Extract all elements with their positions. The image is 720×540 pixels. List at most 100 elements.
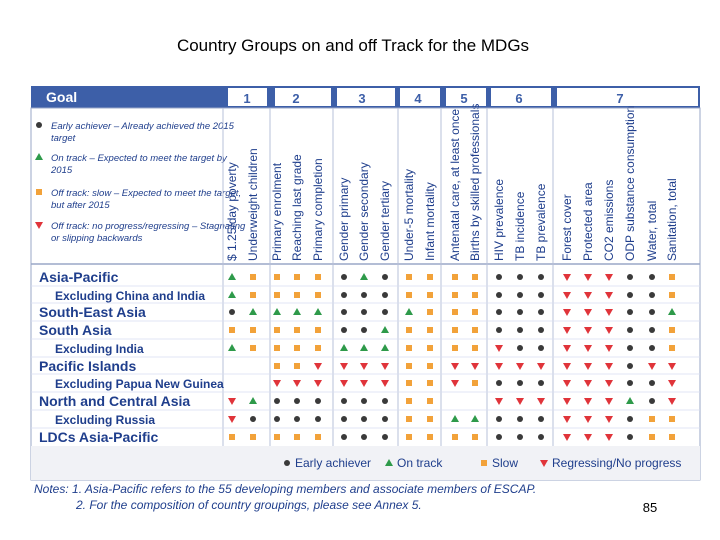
status-tri_up	[314, 308, 322, 315]
status-square	[472, 292, 478, 298]
status-dot	[517, 292, 523, 298]
bottom-legend-label: Slow	[492, 456, 518, 470]
legend-text-dot: Early achiever – Already achieved the 20…	[51, 121, 235, 144]
status-dot	[649, 274, 655, 280]
status-dot	[382, 416, 388, 422]
status-tri_up	[249, 397, 257, 404]
status-square	[315, 292, 321, 298]
status-tri_down	[605, 292, 613, 299]
status-tri_down	[495, 363, 503, 370]
status-square	[427, 363, 433, 369]
status-tri_down	[668, 398, 676, 405]
status-tri_down	[605, 434, 613, 441]
status-tri_up	[249, 308, 257, 315]
status-dot	[274, 398, 280, 404]
indicator-label: Underweight children	[246, 148, 260, 261]
legend-marker-square	[36, 189, 42, 195]
status-dot	[361, 327, 367, 333]
status-dot	[649, 345, 655, 351]
status-tri_down	[605, 398, 613, 405]
status-square	[427, 274, 433, 280]
status-square	[669, 345, 675, 351]
status-dot	[627, 345, 633, 351]
status-square	[229, 434, 235, 440]
status-square	[452, 434, 458, 440]
status-dot	[627, 363, 633, 369]
status-tri_down	[605, 380, 613, 387]
legend-text-tri_down: Off track: no progress/regressing – Stag…	[51, 221, 246, 244]
status-square	[406, 345, 412, 351]
status-tri_down	[228, 398, 236, 405]
status-tri_down	[648, 363, 656, 370]
indicator-label: Gender secondary	[357, 162, 371, 261]
status-dot	[341, 416, 347, 422]
status-dot	[649, 327, 655, 333]
status-dot	[341, 434, 347, 440]
status-dot	[517, 327, 523, 333]
status-tri_down	[668, 363, 676, 370]
group-separators	[31, 108, 700, 446]
status-dot	[229, 309, 235, 315]
subgroup-label: Excluding Russia	[55, 413, 155, 427]
legend-text-tri_up: On track – Expected to meet the target b…	[50, 153, 228, 176]
status-square	[452, 327, 458, 333]
status-tri_down	[563, 292, 571, 299]
status-tri_down	[340, 363, 348, 370]
status-dot	[361, 398, 367, 404]
status-dot	[627, 434, 633, 440]
status-tri_up	[381, 344, 389, 351]
bottom-legend-marker-square	[481, 460, 487, 466]
status-dot	[517, 434, 523, 440]
subgroup-label: Excluding Papua New Guinea	[55, 377, 224, 391]
status-tri_down	[584, 434, 592, 441]
status-dot	[361, 434, 367, 440]
status-tri_down	[495, 345, 503, 352]
status-tri_up	[360, 273, 368, 280]
status-tri_up	[668, 308, 676, 315]
page-number: 85	[642, 500, 658, 515]
status-dot	[496, 434, 502, 440]
status-square	[315, 345, 321, 351]
status-dot	[649, 380, 655, 386]
status-tri_down	[605, 363, 613, 370]
status-tri_down	[381, 363, 389, 370]
status-dot	[341, 292, 347, 298]
bottom-legend-label: Early achiever	[295, 456, 371, 470]
status-tri_down	[584, 274, 592, 281]
status-tri_up	[228, 344, 236, 351]
status-tri_up	[293, 308, 301, 315]
status-square	[406, 292, 412, 298]
status-tri_down	[584, 363, 592, 370]
legend-area: Early achiever – Already achieved the 20…	[35, 121, 246, 244]
status-tri_down	[584, 345, 592, 352]
status-square	[274, 327, 280, 333]
status-tri_down	[273, 380, 281, 387]
goal-header-label: Goal	[46, 89, 77, 105]
indicator-label: Water, total	[645, 201, 659, 261]
goal-1-cell	[228, 88, 267, 106]
bottom-legend-marker-tri_down	[540, 460, 548, 467]
status-dot	[496, 380, 502, 386]
goal-2-cell	[275, 88, 331, 106]
indicator-label: Births by skilled professionals	[468, 104, 482, 261]
status-tri_up	[626, 397, 634, 404]
status-tri_down	[605, 416, 613, 423]
status-square	[250, 292, 256, 298]
status-dot	[361, 292, 367, 298]
bottom-legend-marker-dot	[284, 460, 290, 466]
status-square	[274, 434, 280, 440]
status-square	[294, 327, 300, 333]
status-square	[452, 274, 458, 280]
status-dot	[496, 416, 502, 422]
status-square	[250, 345, 256, 351]
status-square	[427, 345, 433, 351]
status-square	[669, 327, 675, 333]
status-dot	[382, 309, 388, 315]
status-dot	[274, 416, 280, 422]
status-dot	[538, 380, 544, 386]
status-square	[472, 380, 478, 386]
status-dot	[517, 416, 523, 422]
status-tri_down	[381, 380, 389, 387]
status-tri_down	[584, 398, 592, 405]
